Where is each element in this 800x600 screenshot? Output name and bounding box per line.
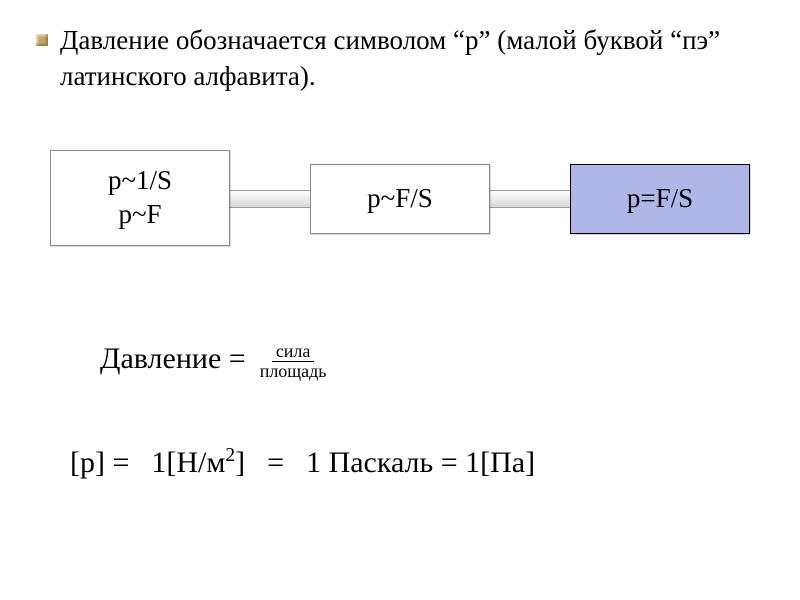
title-text: Давление обозначается символом “p” (мало… (60, 22, 740, 95)
flow-box-1: p~1/S p~F (50, 150, 230, 246)
definition-label: Давление = (100, 342, 246, 376)
flow-box-1-line2: p~F (118, 198, 161, 232)
flow-box-3-line1: p=F/S (627, 182, 693, 216)
fraction-numerator: сила (272, 342, 315, 362)
flow-box-3: p=F/S (570, 164, 750, 234)
flow-box-1-line1: p~1/S (108, 164, 172, 198)
units-part1-pre: 1[Н/м (151, 446, 225, 479)
title-bullet (36, 34, 48, 46)
connector-1 (230, 190, 310, 208)
units-part1-post: ] (235, 446, 245, 479)
units-part2: 1 Паскаль = 1[Па] (306, 446, 535, 480)
units-row: [p] = 1[Н/м2] = 1 Паскаль = 1[Па] (70, 445, 535, 480)
flow-box-2-line1: p~F/S (367, 182, 433, 216)
definition-row: Давление = сила площадь (100, 340, 331, 379)
connector-2 (490, 190, 570, 208)
units-lhs: [p] = (70, 446, 129, 480)
definition-fraction: сила площадь (256, 342, 331, 381)
flow-row: p~1/S p~F p~F/S p=F/S (50, 150, 750, 260)
flow-box-2: p~F/S (310, 164, 490, 234)
units-eq: = (267, 446, 284, 480)
units-part1-sup: 2 (225, 445, 235, 466)
units-part1: 1[Н/м2] (151, 445, 245, 480)
fraction-denominator: площадь (256, 362, 331, 381)
